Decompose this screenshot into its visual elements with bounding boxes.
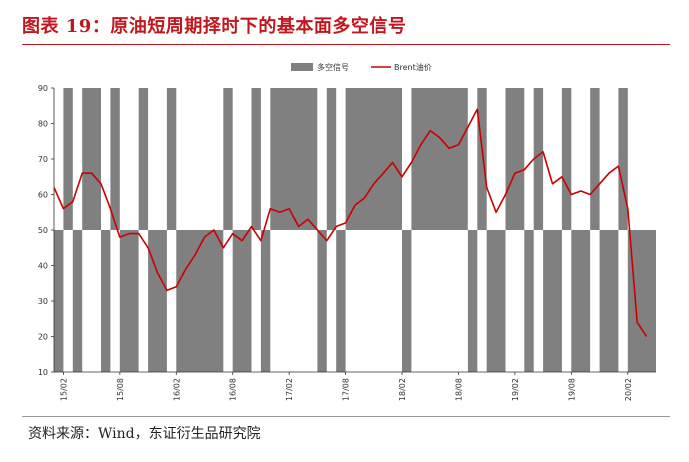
x-tick-label: 17/08 [342,378,351,401]
signal-bar [176,230,224,372]
signal-bar [590,88,600,230]
signal-bar [119,230,139,372]
y-tick-label: 30 [38,297,48,306]
signal-bar [72,230,83,372]
x-tick-label: 18/08 [454,378,463,401]
signal-bar [82,88,101,230]
y-tick-label: 80 [38,120,48,129]
signal-bar [627,230,656,372]
signal-bar [251,88,261,230]
source-note: 资料来源：Wind，东证衍生品研究院 [28,426,261,442]
legend-label-signal: 多空信号 [317,62,349,72]
signal-bar [345,88,402,230]
x-tick-label: 19/08 [567,378,576,401]
brent-price-line [53,108,648,337]
signal-bar [326,88,337,230]
signal-bar [260,230,271,372]
signal-bar [54,230,64,372]
x-tick-label: 19/02 [511,378,520,401]
signal-bar [110,88,120,230]
chart-title: 图表 19：原油短周期择时下的基本面多空信号 [22,16,407,37]
signal-bar [505,88,525,230]
y-tick-label: 10 [38,368,48,377]
signal-bar [524,230,534,372]
signal-bar [571,230,591,372]
title-divider [22,44,670,45]
signal-bar [148,230,167,372]
signal-bar [543,230,562,372]
signal-bar [561,88,572,230]
y-tick-label: 70 [38,155,48,164]
legend-label-price: Brent油价 [394,62,432,72]
signal-bar [223,88,233,230]
x-tick-label: 17/02 [285,378,294,401]
signal-bar [467,230,478,372]
y-tick-label: 60 [38,191,48,200]
signal-bar [599,230,619,372]
y-tick-label: 20 [38,333,48,342]
signal-bar [486,230,506,372]
y-tick-label: 90 [38,84,48,93]
x-tick-label: 16/08 [229,378,238,401]
signal-bar [477,88,487,230]
price-line-layer [53,108,648,337]
source-divider [22,416,670,417]
x-tick-label: 18/02 [398,378,407,401]
signal-bar [317,230,327,372]
chart-svg: 多空信号 Brent油价 10 20 30 40 50 60 70 80 90 15/02 15/08… [38,62,656,401]
signal-bar [411,88,468,230]
signal-bar [402,230,412,372]
signal-bar [336,230,346,372]
signal-bar [166,88,177,230]
signal-bar [63,88,73,230]
y-tick-label: 40 [38,262,48,271]
chart-legend: 多空信号 Brent油价 [291,62,432,72]
x-tick-label: 15/02 [59,378,68,401]
signal-bar [138,88,149,230]
signal-bar [101,230,111,372]
x-tick-label: 20/02 [624,378,633,401]
signal-bar [533,88,544,230]
signal-bar [618,88,628,230]
signal-bar [232,230,252,372]
y-tick-label: 50 [38,226,48,235]
legend-swatch-signal [291,63,313,71]
x-tick-label: 15/08 [116,378,125,401]
x-tick-label: 16/02 [172,378,181,401]
signal-bars [54,88,656,372]
chart-axes: 10 20 30 40 50 60 70 80 90 15/02 15/08 16/02 16/08 17… [38,84,656,401]
signal-bar [270,88,318,230]
